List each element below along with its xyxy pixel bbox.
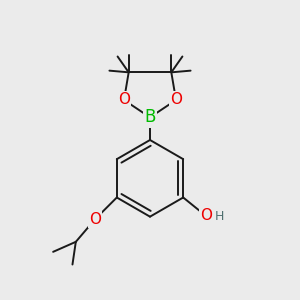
Text: O: O [170, 92, 182, 107]
Text: H: H [215, 210, 225, 223]
Text: B: B [144, 108, 156, 126]
Text: O: O [200, 208, 212, 223]
Text: O: O [118, 92, 130, 107]
Text: O: O [89, 212, 101, 227]
